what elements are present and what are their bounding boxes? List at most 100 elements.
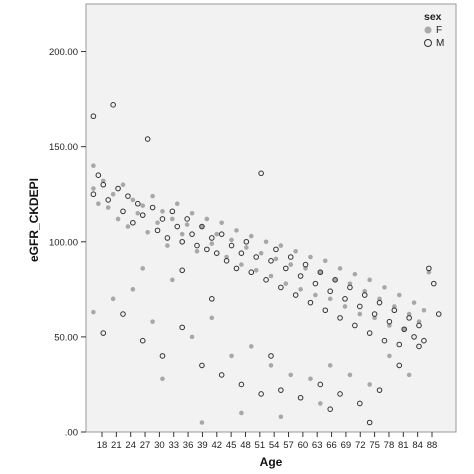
point-M xyxy=(228,242,235,249)
x-tick-label: 51 xyxy=(255,440,266,451)
point-M xyxy=(278,387,284,393)
point-M xyxy=(411,334,417,340)
point-M xyxy=(357,400,363,407)
point-F xyxy=(293,248,298,254)
point-F xyxy=(189,334,195,340)
point-F xyxy=(392,304,397,309)
point-F xyxy=(288,262,294,267)
point-F xyxy=(140,203,146,208)
point-F xyxy=(194,248,200,254)
x-tick-label: 30 xyxy=(154,440,165,451)
point-F xyxy=(130,197,136,203)
point-M xyxy=(322,307,329,314)
point-F xyxy=(120,182,126,188)
point-F xyxy=(387,353,392,359)
point-F xyxy=(170,216,175,222)
point-F xyxy=(110,191,116,197)
point-M xyxy=(238,250,245,256)
point-M xyxy=(268,353,274,359)
y-tick-label: 200.00 xyxy=(49,47,78,58)
point-F xyxy=(268,363,274,368)
point-M xyxy=(130,219,136,226)
point-F xyxy=(110,296,116,302)
point-F xyxy=(382,285,387,290)
point-F xyxy=(105,205,111,210)
point-M xyxy=(332,277,338,283)
point-M xyxy=(268,258,274,264)
y-axis: .00 50.00 100.00 150.00 200.00 xyxy=(49,47,86,439)
y-axis-label: eGFR_CKDEPI xyxy=(27,178,41,262)
x-tick-label: 42 xyxy=(211,440,222,451)
x-tick-label: 57 xyxy=(283,440,294,451)
point-F xyxy=(91,186,96,191)
point-F xyxy=(362,288,368,294)
point-F xyxy=(327,296,333,302)
x-tick-label: 24 xyxy=(125,440,136,451)
x-axis-label: Age xyxy=(260,455,283,469)
point-M xyxy=(90,191,97,198)
point-M xyxy=(204,246,210,253)
point-F xyxy=(204,216,210,222)
point-F xyxy=(140,266,146,271)
point-M xyxy=(179,238,185,245)
point-F xyxy=(189,210,195,216)
point-F xyxy=(278,243,284,248)
point-F xyxy=(387,323,392,328)
point-M xyxy=(292,292,299,298)
point-M xyxy=(149,204,156,211)
point-M xyxy=(233,265,240,272)
point-F xyxy=(401,326,407,332)
legend-marker-M xyxy=(424,39,432,47)
point-M xyxy=(435,311,442,317)
point-M xyxy=(406,315,412,321)
point-F xyxy=(130,287,136,292)
point-F xyxy=(248,233,254,239)
point-M xyxy=(426,265,432,272)
point-F xyxy=(322,258,328,264)
point-F xyxy=(160,376,165,382)
point-M xyxy=(258,170,264,177)
point-F xyxy=(406,372,412,378)
x-tick-label: 63 xyxy=(312,440,323,451)
x-tick-label: 69 xyxy=(341,440,352,451)
point-F xyxy=(125,224,131,229)
y-tick-label: 150.00 xyxy=(49,142,78,153)
point-F xyxy=(145,229,150,235)
point-F xyxy=(303,266,308,271)
x-tick-label: 60 xyxy=(298,440,309,451)
point-M xyxy=(253,254,260,260)
point-M xyxy=(317,381,324,388)
point-F xyxy=(234,228,239,233)
point-M xyxy=(199,223,205,230)
legend-marker-F xyxy=(424,26,432,34)
point-M xyxy=(144,136,151,142)
point-M xyxy=(376,299,383,306)
y-tick-label: .00 xyxy=(65,428,78,439)
point-M xyxy=(248,269,255,276)
point-F xyxy=(406,311,412,317)
point-M xyxy=(287,254,294,260)
point-F xyxy=(426,269,432,275)
point-F xyxy=(248,344,254,349)
point-F xyxy=(377,296,382,302)
point-M xyxy=(164,235,171,241)
point-M xyxy=(95,172,102,178)
point-F xyxy=(224,254,229,260)
point-F xyxy=(332,277,338,283)
point-M xyxy=(189,231,195,237)
y-tick-label: 100.00 xyxy=(49,237,78,248)
x-tick-label: 21 xyxy=(111,440,122,451)
x-tick-label: 81 xyxy=(398,440,409,451)
point-M xyxy=(283,265,289,272)
point-M xyxy=(243,238,250,245)
point-F xyxy=(150,319,155,324)
point-M xyxy=(302,261,309,268)
point-M xyxy=(139,337,146,344)
point-F xyxy=(283,281,289,286)
point-F xyxy=(170,277,175,283)
point-M xyxy=(90,113,97,120)
legend: sex FM xyxy=(424,11,444,49)
point-F xyxy=(239,262,244,267)
x-axis: 18 21 24 27 30 33 36 39 42 45 48 51 54 57 60 63 66 69 72 75… xyxy=(97,432,437,451)
point-F xyxy=(268,273,274,279)
